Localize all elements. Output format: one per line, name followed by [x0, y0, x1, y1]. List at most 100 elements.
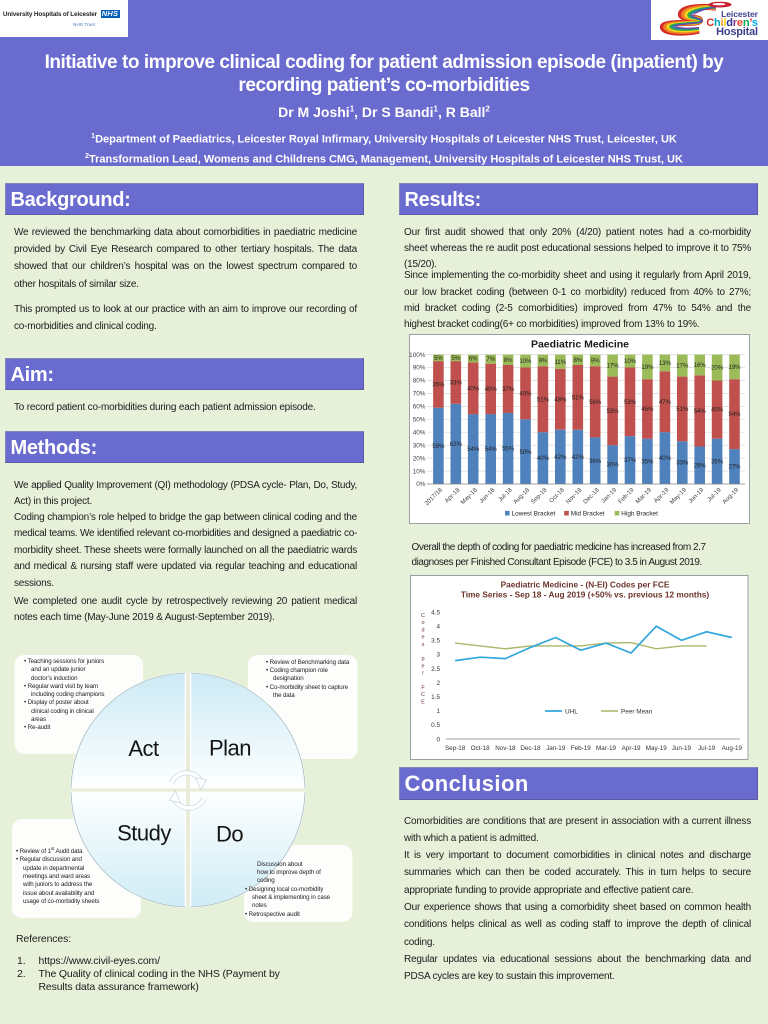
svg-text:5%: 5% [434, 355, 443, 361]
svg-text:51%: 51% [676, 407, 689, 413]
svg-text:s: s [421, 641, 424, 647]
svg-text:7%: 7% [486, 357, 495, 363]
svg-text:Lowest Bracket: Lowest Bracket [511, 510, 555, 517]
svg-text:40%: 40% [467, 386, 480, 392]
svg-text:Apr-19: Apr-19 [621, 745, 640, 752]
svg-text:C: C [421, 692, 425, 698]
svg-text:2.5: 2.5 [431, 665, 440, 672]
svg-text:3.5: 3.5 [431, 637, 440, 644]
svg-text:55%: 55% [502, 446, 515, 452]
svg-text:Study: Study [117, 821, 171, 846]
svg-text:Do: Do [216, 822, 243, 847]
svg-text:20%: 20% [412, 455, 425, 462]
svg-text:High Bracket: High Bracket [621, 510, 658, 517]
svg-text:50%: 50% [412, 416, 425, 423]
svg-text:p: p [421, 656, 424, 662]
svg-text:47%: 47% [658, 399, 671, 405]
svg-text:Mar-19: Mar-19 [596, 745, 616, 752]
svg-text:Feb-19: Feb-19 [570, 745, 590, 752]
svg-text:Mid Bracket: Mid Bracket [570, 510, 604, 517]
svg-text:1: 1 [436, 708, 440, 715]
svg-text:2: 2 [436, 679, 440, 686]
svg-text:51%: 51% [571, 395, 584, 401]
svg-text:56%: 56% [589, 399, 602, 405]
svg-text:70%: 70% [412, 390, 425, 397]
svg-text:13%: 13% [658, 361, 671, 367]
svg-text:Peer Mean: Peer Mean [621, 708, 653, 715]
svg-text:0: 0 [436, 736, 440, 743]
svg-text:11%: 11% [554, 359, 566, 365]
svg-text:Paediatric Medicine: Paediatric Medicine [530, 338, 628, 350]
svg-text:E: E [421, 699, 425, 705]
svg-text:40%: 40% [658, 456, 671, 462]
svg-text:29%: 29% [693, 463, 706, 469]
svg-text:e: e [421, 634, 424, 640]
svg-text:19%: 19% [728, 365, 741, 371]
svg-text:F: F [421, 685, 425, 691]
svg-text:59%: 59% [432, 443, 445, 449]
svg-text:100%: 100% [409, 351, 426, 358]
svg-text:40%: 40% [484, 387, 497, 393]
svg-text:Sep-18: Sep-18 [444, 745, 465, 752]
svg-text:54%: 54% [467, 447, 480, 453]
svg-text:Dec-18: Dec-18 [520, 745, 541, 752]
svg-text:54%: 54% [728, 412, 741, 418]
svg-text:9%: 9% [590, 358, 599, 364]
svg-text:17%: 17% [676, 363, 689, 369]
svg-text:Jun-19: Jun-19 [671, 745, 691, 752]
svg-text:54%: 54% [693, 409, 706, 415]
svg-text:80%: 80% [412, 377, 425, 384]
svg-text:17%: 17% [606, 363, 619, 369]
svg-text:27%: 27% [728, 464, 741, 470]
svg-text:r: r [422, 670, 424, 676]
svg-text:33%: 33% [676, 460, 689, 466]
svg-text:19%: 19% [641, 365, 654, 371]
svg-text:50%: 50% [519, 449, 532, 455]
svg-text:60%: 60% [412, 403, 425, 410]
svg-text:36%: 36% [589, 458, 602, 464]
svg-text:42%: 42% [554, 454, 567, 460]
svg-text:o: o [421, 620, 424, 626]
svg-text:90%: 90% [412, 364, 425, 371]
svg-text:40%: 40% [412, 429, 425, 436]
svg-text:37%: 37% [502, 387, 515, 393]
svg-text:42%: 42% [571, 454, 584, 460]
svg-text:Jul-19: Jul-19 [698, 745, 716, 752]
svg-text:45%: 45% [711, 407, 724, 413]
svg-text:30%: 30% [412, 442, 425, 449]
svg-text:62%: 62% [449, 442, 462, 448]
svg-text:Act: Act [128, 736, 159, 761]
svg-text:40%: 40% [536, 456, 549, 462]
svg-text:0%: 0% [416, 481, 426, 488]
svg-text:35%: 35% [641, 459, 654, 465]
svg-text:16%: 16% [693, 363, 706, 369]
svg-text:48%: 48% [554, 397, 567, 403]
svg-text:35%: 35% [711, 459, 724, 465]
svg-text:33%: 33% [449, 380, 462, 386]
svg-text:40%: 40% [519, 391, 532, 397]
svg-text:53%: 53% [606, 409, 619, 415]
svg-text:20%: 20% [711, 365, 724, 371]
svg-text:3: 3 [436, 651, 440, 658]
svg-text:d: d [421, 627, 424, 633]
svg-text:6%: 6% [468, 356, 477, 362]
svg-text:4: 4 [436, 623, 440, 630]
svg-text:1.5: 1.5 [431, 694, 440, 701]
svg-text:30%: 30% [606, 462, 619, 468]
svg-text:e: e [421, 663, 424, 669]
svg-text:Nov-18: Nov-18 [495, 745, 516, 752]
svg-text:9%: 9% [538, 358, 547, 364]
svg-text:54%: 54% [484, 447, 497, 453]
svg-text:C: C [421, 613, 425, 619]
svg-text:10%: 10% [519, 359, 532, 365]
svg-text:37%: 37% [623, 458, 636, 464]
svg-text:10%: 10% [623, 359, 636, 365]
svg-text:4.5: 4.5 [431, 609, 440, 616]
svg-text:Time Series - Sep 18 - Aug 201: Time Series - Sep 18 - Aug 2019 (+50% vs… [460, 589, 709, 599]
svg-text:51%: 51% [536, 397, 549, 403]
svg-text:0.5: 0.5 [431, 722, 440, 729]
svg-text:8%: 8% [573, 357, 582, 363]
svg-text:May-19: May-19 [645, 745, 666, 752]
svg-text:Jan-19: Jan-19 [546, 745, 566, 752]
svg-text:Oct-18: Oct-18 [470, 745, 489, 752]
